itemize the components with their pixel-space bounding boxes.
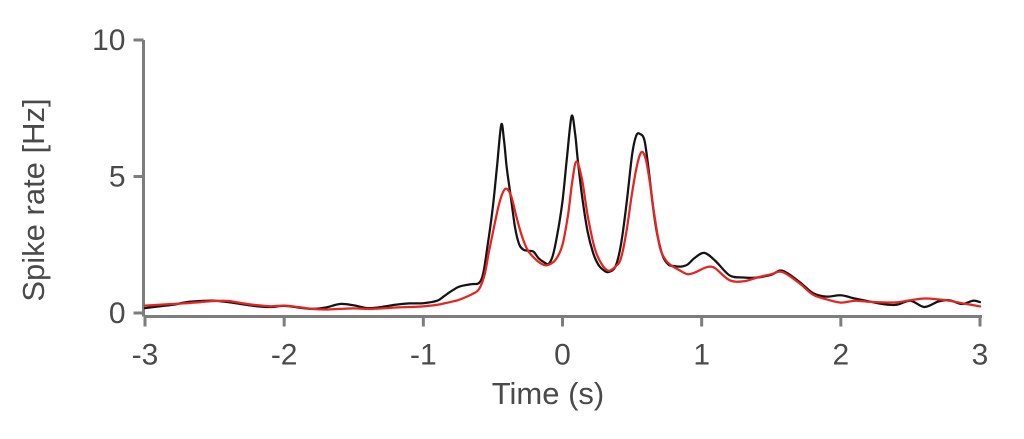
x-tick-label: 0 [554,339,571,372]
x-tick-label: -1 [410,339,437,372]
y-axis-title: Spike rate [Hz] [16,98,51,301]
axes: 0 5 10 -3 -2 -1 0 1 2 3 [92,24,988,372]
x-tick-label: 3 [972,339,989,372]
x-tick-label: 2 [832,339,849,372]
y-tick-label: 0 [109,297,126,330]
y-tick-label: 10 [92,24,125,57]
x-tick-label: 1 [693,339,710,372]
red-trace-path [143,150,982,311]
data-series [143,114,982,311]
x-tick-label: -2 [271,339,298,372]
axis-labels: Spike rate [Hz] Time (s) [16,98,604,411]
black-trace-path [143,114,982,311]
x-tick-label: -3 [132,339,159,372]
x-axis-title: Time (s) [492,376,605,411]
y-tick-label: 5 [109,161,126,194]
